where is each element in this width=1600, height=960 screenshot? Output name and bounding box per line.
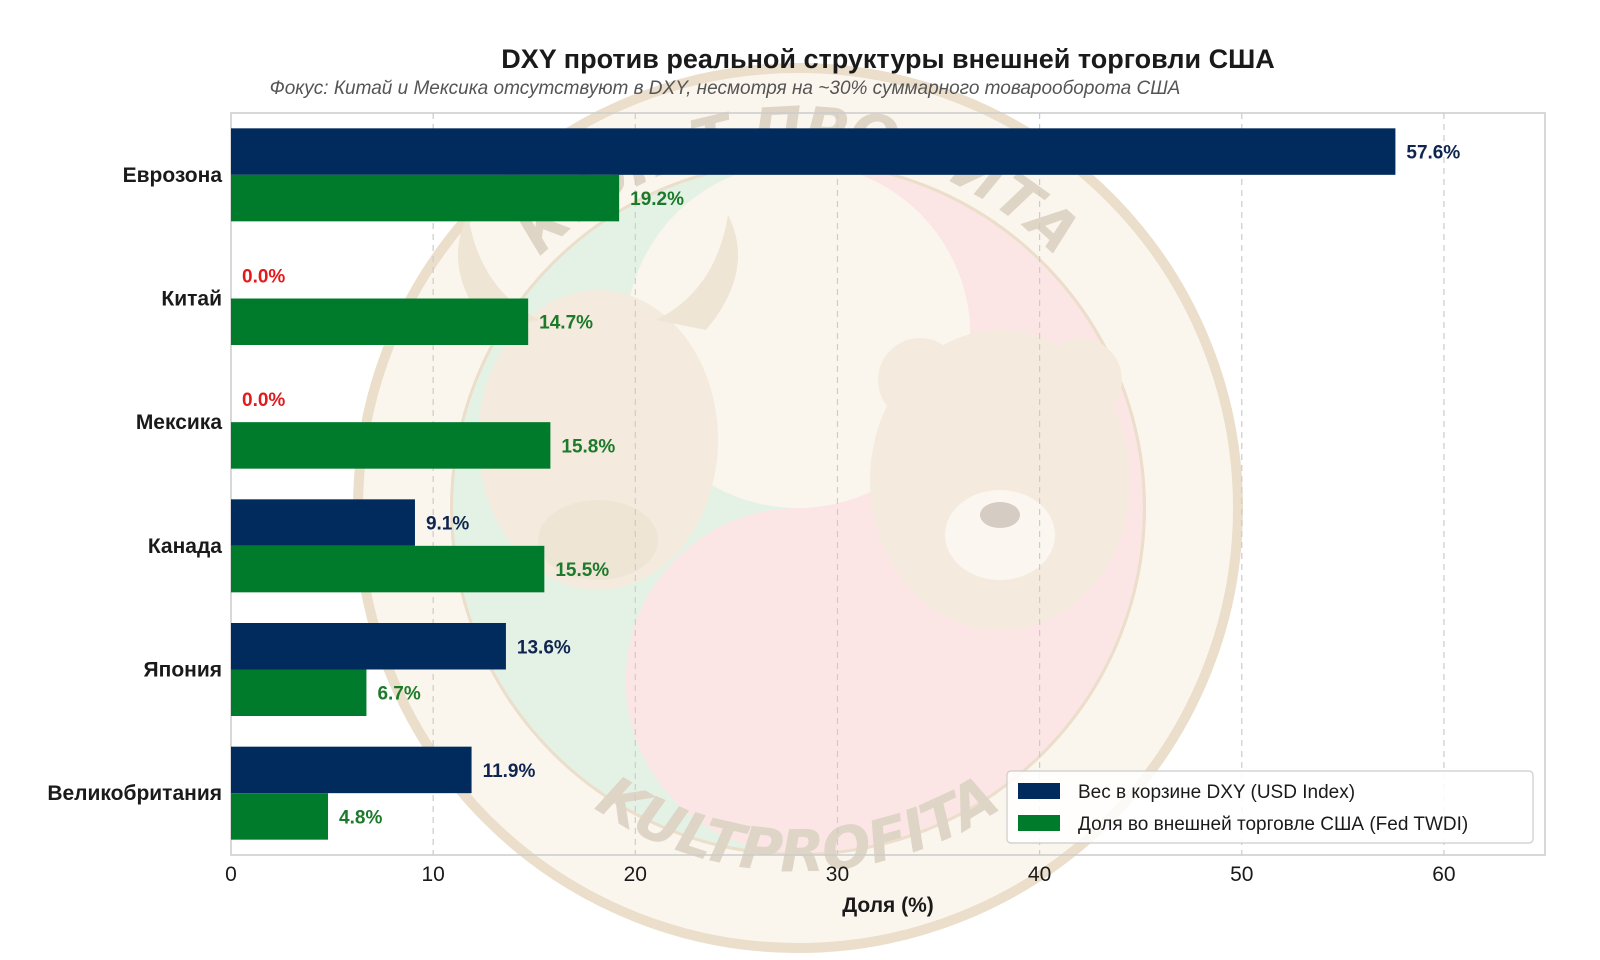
- data-label: 15.8%: [561, 436, 615, 457]
- category-label: Великобритания: [47, 782, 222, 805]
- watermark-yang-red: [625, 163, 1143, 853]
- data-label: 57.6%: [1406, 143, 1460, 164]
- legend-swatch-twdi: [1018, 815, 1060, 831]
- x-ticks: 0 10 20 30 40 50 60: [225, 863, 1455, 886]
- legend-box: [1006, 770, 1534, 844]
- chart-title: DXY против реальной структуры внешней то…: [501, 44, 1274, 74]
- data-label: 15.5%: [555, 560, 609, 581]
- data-label: 9.1%: [426, 514, 469, 535]
- grid: [432, 113, 1445, 855]
- x-tick-label: 50: [1230, 863, 1253, 886]
- legend-label-twdi: Доля во внешней торговле США (Fed TWDI): [1078, 814, 1468, 835]
- bar: [231, 174, 620, 222]
- legend-swatch-dxy: [1018, 783, 1060, 799]
- bar: [231, 499, 415, 546]
- category-label: Япония: [144, 659, 222, 682]
- bear-icon: [870, 330, 1130, 630]
- data-label: 11.9%: [483, 761, 536, 782]
- watermark-outer-disc: [358, 68, 1238, 948]
- watermark-yin-green: [453, 163, 971, 853]
- bar: [231, 298, 529, 345]
- bars: [231, 128, 1396, 840]
- data-label: 19.2%: [630, 189, 684, 210]
- chart-subtitle: Фокус: Китай и Мексика отсутствуют в DXY…: [270, 78, 1181, 99]
- bar: [231, 793, 329, 840]
- x-tick-label: 0: [225, 863, 237, 886]
- category-label: Китай: [161, 288, 222, 311]
- x-tick-label: 40: [1028, 863, 1051, 886]
- bar: [231, 545, 545, 593]
- x-tick-label: 30: [826, 863, 849, 886]
- plot-frame: [230, 112, 1546, 856]
- legend: Вес в корзине DXY (USD Index) Доля во вн…: [1006, 770, 1534, 844]
- category-label: Еврозона: [123, 164, 223, 187]
- bar: [231, 669, 367, 716]
- data-label: 6.7%: [377, 684, 420, 705]
- bar: [231, 746, 472, 794]
- data-label: 14.7%: [539, 313, 593, 334]
- x-tick-label: 10: [421, 863, 444, 886]
- category-labels: Еврозона Китай Мексика Канада Япония Великобр…: [47, 164, 222, 805]
- data-label: 0.0%: [242, 266, 285, 287]
- data-label: 0.0%: [242, 390, 285, 411]
- bar: [231, 128, 1396, 175]
- watermark-logo: КУЛЬТ ПРОФИТАKULTPROFITA: [353, 63, 1243, 953]
- category-label: Канада: [148, 535, 222, 558]
- bar: [231, 623, 506, 670]
- data-label: 4.8%: [339, 807, 382, 828]
- x-tick-label: 60: [1432, 863, 1455, 886]
- x-tick-label: 20: [624, 863, 647, 886]
- category-label: Мексика: [136, 411, 223, 434]
- data-label: 13.6%: [517, 637, 571, 658]
- x-axis-label: Доля (%): [842, 894, 934, 917]
- legend-label-dxy: Вес в корзине DXY (USD Index): [1078, 782, 1355, 803]
- bar: [231, 422, 551, 469]
- value-labels: 57.6% 19.2% 0.0% 14.7% 0.0% 15.8% 9.1% 15.5% 13.…: [242, 143, 1460, 829]
